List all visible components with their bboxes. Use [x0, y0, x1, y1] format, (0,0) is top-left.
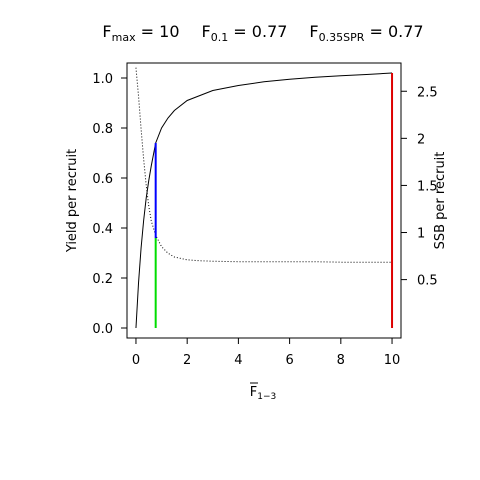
y2-tick-label-4: 2.5 — [417, 85, 438, 100]
x-tick-label-1: 2 — [183, 353, 191, 368]
plot-frame — [126, 62, 402, 339]
title-part-0-value: = 10 — [136, 22, 180, 41]
x-tick-label-3: 6 — [285, 353, 293, 368]
y2-axis-title: SSB per recruit — [433, 152, 448, 250]
y-tick-label-5: 1.0 — [92, 72, 113, 87]
title-part-2-sub: 0.35SPR — [319, 31, 365, 44]
y-tick-label-4: 0.8 — [92, 122, 113, 137]
title-part-1-sub: 0.1 — [211, 31, 229, 44]
y-tick-label-1: 0.2 — [92, 272, 113, 287]
y2-tick-label-1: 1 — [417, 227, 425, 242]
title-part-1-value: = 0.77 — [228, 22, 287, 41]
title-part-2-base: F — [309, 22, 318, 41]
x-axis-title-base: F — [250, 385, 257, 400]
x-axis-title-sub: 1−3 — [257, 392, 276, 402]
x-tick-label-0: 0 — [132, 353, 140, 368]
y2-tick-label-0: 0.5 — [417, 274, 438, 289]
y-tick-label-3: 0.6 — [92, 172, 113, 187]
y-tick-label-0: 0.0 — [92, 322, 113, 337]
y-axis-title: Yield per recruit — [65, 149, 80, 253]
y2-tick-label-3: 2 — [417, 132, 425, 147]
ssb-per-recruit-line — [135, 67, 393, 263]
x-axis-title: F1−3 — [250, 385, 276, 402]
x-tick-label-2: 4 — [234, 353, 242, 368]
chart-title: Fmax = 10 F0.1 = 0.77 F0.35SPR = 0.77 — [102, 22, 423, 44]
yield-per-recruit-line — [135, 72, 393, 329]
title-part-0-sub: max — [112, 31, 136, 44]
title-part-0-base: F — [102, 22, 111, 41]
x-tick-label-5: 10 — [384, 353, 401, 368]
title-part-1-base: F — [202, 22, 211, 41]
title-part-2-value: = 0.77 — [364, 22, 423, 41]
x-tick-label-4: 8 — [337, 353, 345, 368]
y-tick-label-2: 0.4 — [92, 222, 113, 237]
y2-tick-label-2: 1.5 — [417, 179, 438, 194]
